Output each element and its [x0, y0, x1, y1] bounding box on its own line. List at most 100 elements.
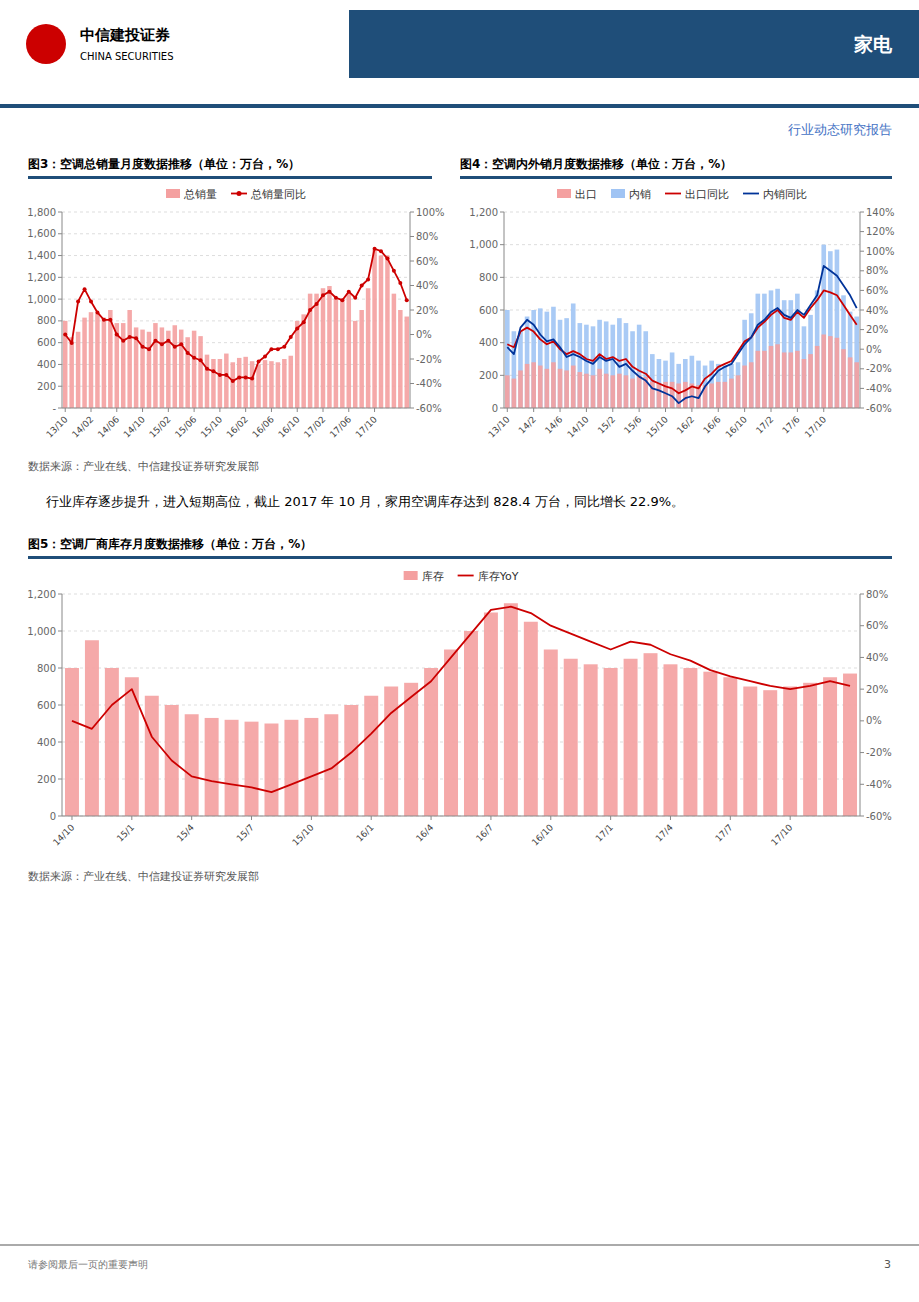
line-marker — [224, 373, 228, 377]
y-axis — [62, 212, 63, 408]
bar — [848, 312, 853, 408]
y-tick-label: 1,000 — [469, 239, 498, 250]
bar — [69, 337, 74, 408]
y-tick — [58, 705, 62, 706]
bar — [558, 320, 563, 408]
x-tick-label: 17/1 — [594, 822, 615, 843]
line-marker — [244, 375, 248, 379]
y-tick-label: 1,200 — [469, 207, 498, 218]
y2-tick-label: 0% — [866, 344, 882, 355]
y2-tick-label: -20% — [866, 363, 892, 374]
x-tick — [730, 816, 731, 820]
x-tick-label: 14/10 — [122, 414, 148, 440]
y-tick — [58, 255, 62, 256]
bar — [643, 331, 648, 408]
x-tick-label: 16/10 — [276, 414, 302, 440]
bar — [637, 325, 642, 408]
bar — [769, 346, 774, 408]
bar — [637, 375, 642, 408]
chart-title: 图4：空调内外销月度数据推移（单位：万台，%） — [460, 157, 732, 171]
y2-tick — [860, 752, 864, 753]
bar — [263, 360, 268, 408]
line-marker — [347, 290, 351, 294]
x-tick — [311, 816, 312, 820]
y-tick — [500, 244, 504, 245]
y2-tick — [410, 408, 414, 409]
y2-tick — [410, 212, 414, 213]
y2-tick — [860, 310, 864, 311]
chart-title: 图5：空调厂商库存月度数据推移（单位：万台，%） — [28, 537, 312, 551]
bar — [404, 683, 418, 816]
y-tick-label: 1,200 — [27, 272, 56, 283]
legend-item: 内销 — [611, 188, 651, 201]
bar — [518, 370, 523, 408]
bar — [282, 359, 287, 408]
bar — [624, 375, 629, 408]
bar — [347, 294, 352, 408]
x-tick — [550, 816, 551, 820]
y2-tick-label: 0% — [866, 715, 882, 726]
bar — [334, 299, 339, 408]
line-marker — [321, 293, 325, 297]
line-marker — [257, 359, 261, 363]
y2-tick — [410, 261, 414, 262]
source-text: 数据来源：产业在线、中信建投证券研究发展部 — [28, 460, 259, 473]
x-tick-label: 17/2 — [754, 414, 775, 435]
bar — [762, 351, 767, 408]
legend-label: 出口同比 — [685, 188, 729, 201]
x-tick-label: 16/10 — [724, 414, 750, 440]
y-tick-label: 800 — [37, 315, 56, 326]
title-rule — [28, 176, 432, 179]
y2-axis — [860, 212, 861, 408]
bar — [264, 724, 278, 817]
x-tick-label: 15/6 — [622, 414, 644, 436]
y2-tick-label: 80% — [416, 231, 438, 242]
y2-tick — [410, 334, 414, 335]
bar — [89, 312, 94, 408]
bar — [198, 336, 203, 408]
bar — [683, 359, 688, 408]
x-tick-label: 17/7 — [713, 822, 734, 843]
grid-line — [62, 668, 860, 669]
x-tick — [691, 408, 692, 412]
x-axis — [504, 408, 860, 409]
bar — [125, 677, 139, 816]
x-tick — [191, 816, 192, 820]
x-tick-label: 16/06 — [250, 414, 276, 440]
y-tick — [58, 742, 62, 743]
page-number: 3 — [884, 1258, 891, 1271]
bar — [690, 356, 695, 408]
bar — [843, 674, 857, 816]
x-tick-label: 16/4 — [414, 822, 436, 844]
bar — [250, 361, 255, 408]
x-tick — [533, 408, 534, 412]
line-marker — [83, 287, 87, 291]
line-marker — [153, 339, 157, 343]
title-rule — [460, 176, 892, 179]
x-tick — [797, 408, 798, 412]
bar — [709, 384, 714, 409]
y2-tick-label: 40% — [866, 652, 888, 663]
y-tick — [58, 631, 62, 632]
legend-swatch — [166, 189, 180, 198]
legend-item: 库存YoY — [458, 570, 519, 583]
line-marker — [237, 375, 241, 379]
bar — [366, 288, 371, 408]
bar — [584, 325, 589, 408]
bar — [102, 318, 107, 408]
bar — [756, 294, 761, 408]
bar — [854, 362, 859, 408]
bar — [624, 659, 638, 816]
grid-line — [62, 816, 860, 817]
x-tick-label: 14/02 — [70, 414, 95, 439]
line-marker — [186, 351, 190, 355]
bar — [398, 310, 403, 408]
line-marker — [231, 379, 235, 383]
grid-line — [62, 594, 860, 595]
y-tick — [58, 299, 62, 300]
x-tick-label: 17/10 — [354, 414, 380, 440]
bar — [564, 318, 569, 408]
line-marker — [211, 369, 215, 373]
bar — [444, 650, 458, 817]
x-tick — [71, 816, 72, 820]
